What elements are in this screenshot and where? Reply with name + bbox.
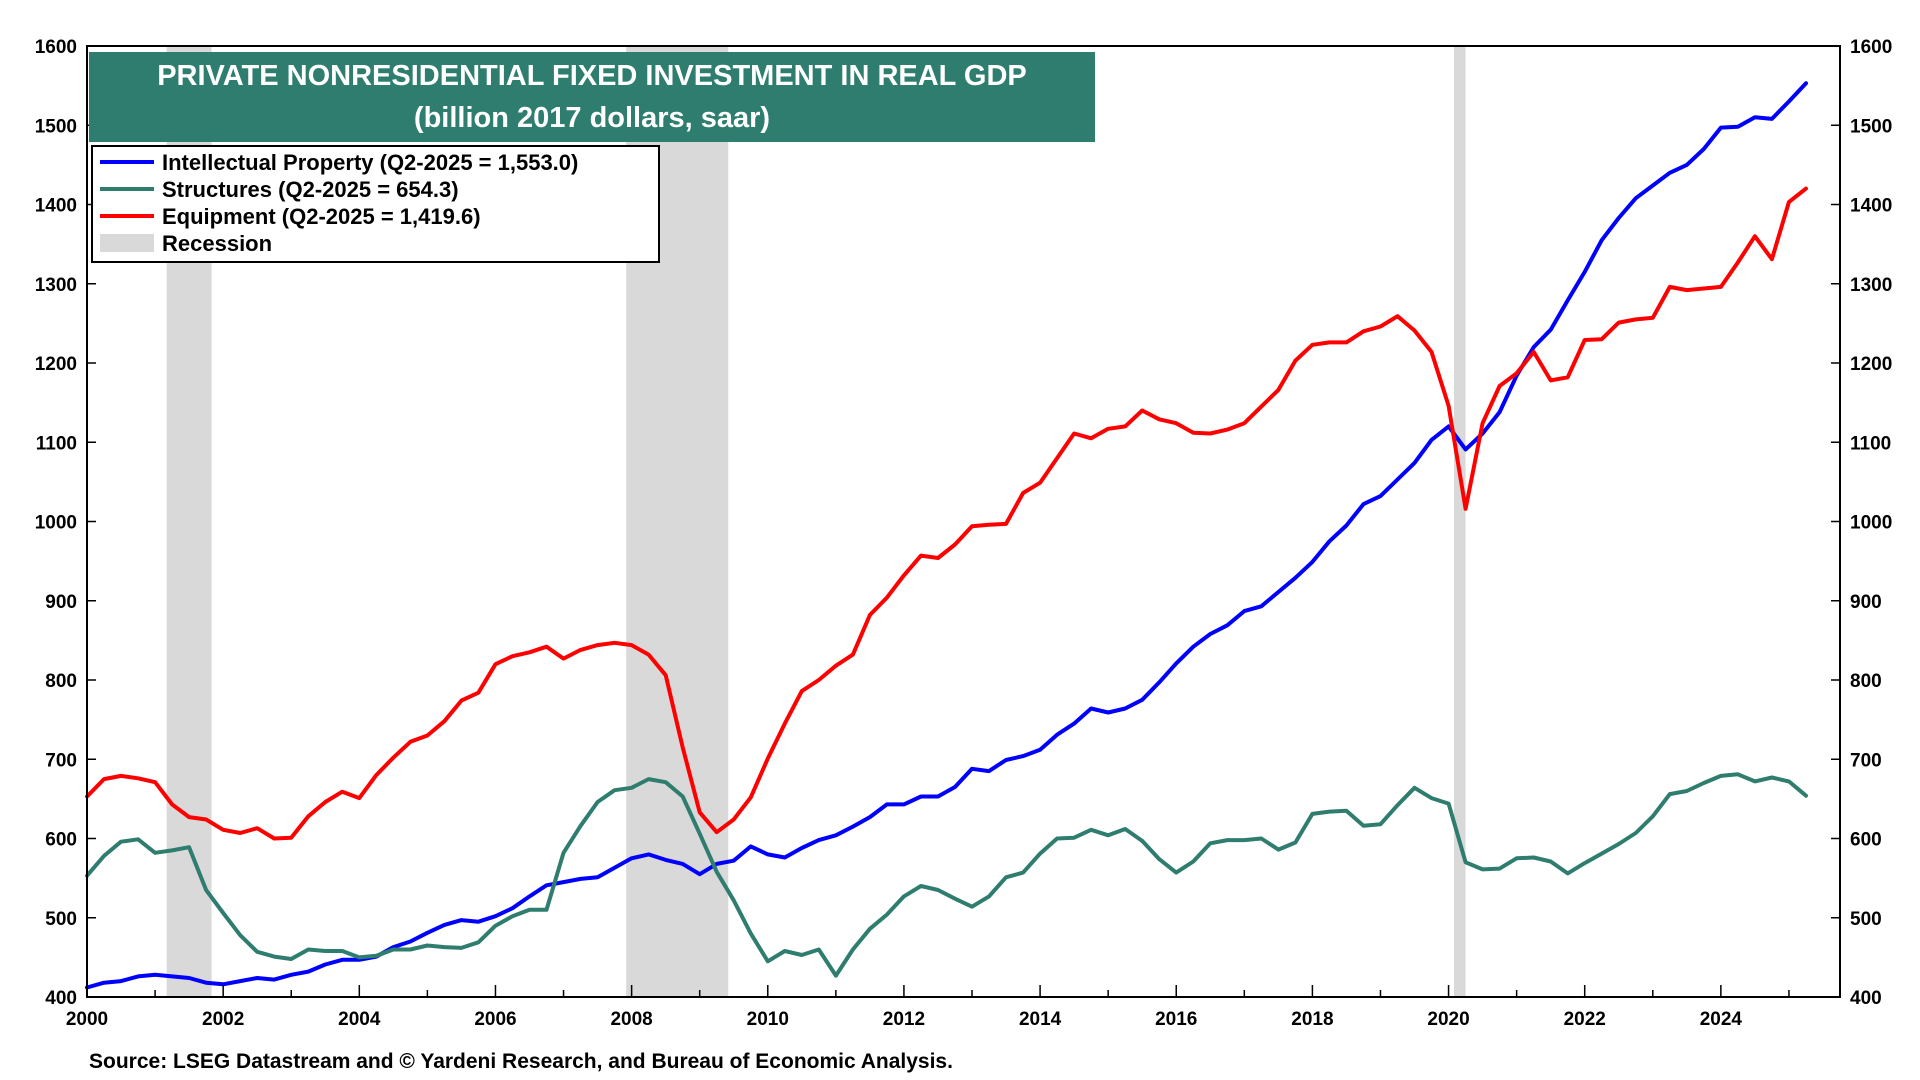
x-tick-label: 2008	[610, 1009, 652, 1030]
y-tick-label-right: 1600	[1850, 37, 1892, 58]
title-box: PRIVATE NONRESIDENTIAL FIXED INVESTMENT …	[89, 52, 1095, 142]
chart-subtitle: (billion 2017 dollars, saar)	[414, 102, 770, 134]
y-tick-label-right: 1200	[1850, 354, 1892, 375]
y-tick-label-left: 1100	[36, 433, 77, 454]
x-tick-label: 2022	[1564, 1009, 1606, 1030]
source-note: Source: LSEG Datastream and © Yardeni Re…	[89, 1050, 953, 1073]
legend-label-recession: Recession	[162, 231, 272, 256]
y-tick-label-left: 1300	[35, 275, 77, 296]
y-tick-label-right: 1500	[1850, 116, 1892, 137]
chart-title: PRIVATE NONRESIDENTIAL FIXED INVESTMENT …	[157, 60, 1027, 92]
x-tick-label: 2014	[1019, 1009, 1062, 1030]
recession-band-3	[1453, 46, 1466, 997]
x-tick-label: 2010	[747, 1009, 789, 1030]
y-tick-label-right: 1300	[1850, 275, 1892, 296]
y-tick-label-left: 1600	[35, 37, 77, 58]
legend-box	[91, 145, 660, 263]
axis-ticks: 400 400 500 500 600 600 700 700 800 800 900 900 1000…	[35, 37, 1893, 1030]
legend-label-structures: Structures (Q2-2025 = 654.3)	[162, 177, 459, 202]
x-tick-label: 2012	[883, 1009, 925, 1030]
y-tick-label-left: 1500	[35, 116, 77, 137]
title-background	[89, 52, 1095, 142]
y-tick-label-right: 600	[1850, 830, 1882, 851]
x-tick-label: 2006	[474, 1009, 516, 1030]
series-line-structures	[85, 772, 1808, 978]
legend: Intellectual Property (Q2-2025 = 1,553.0…	[91, 145, 660, 263]
legend-swatch-recession	[100, 234, 154, 252]
y-tick-label-right: 1400	[1850, 196, 1892, 217]
y-tick-label-left: 1400	[35, 196, 77, 217]
y-tick-label-left: 700	[45, 750, 77, 771]
y-tick-label-left: 500	[45, 909, 77, 930]
y-tick-label-left: 1000	[35, 513, 77, 534]
x-tick-label: 2002	[202, 1009, 244, 1030]
y-tick-label-right: 1000	[1850, 513, 1892, 534]
legend-label-intellectual-property: Intellectual Property (Q2-2025 = 1,553.0…	[162, 150, 578, 175]
y-tick-label-left: 400	[45, 988, 77, 1009]
x-tick-label: 2000	[66, 1009, 108, 1030]
x-tick-label: 2020	[1427, 1009, 1469, 1030]
y-tick-label-right: 500	[1850, 909, 1882, 930]
y-tick-label-left: 600	[45, 830, 77, 851]
y-tick-label-right: 400	[1850, 988, 1882, 1009]
series-line-equipment	[85, 186, 1808, 841]
y-tick-label-right: 800	[1850, 671, 1882, 692]
x-tick-label: 2004	[338, 1009, 381, 1030]
y-tick-label-left: 800	[45, 671, 77, 692]
series-lines	[85, 81, 1808, 990]
y-tick-label-left: 900	[45, 592, 77, 613]
x-tick-label: 2016	[1155, 1009, 1197, 1030]
y-tick-label-left: 1200	[35, 354, 77, 375]
y-tick-label-right: 1100	[1850, 433, 1891, 454]
y-tick-label-right: 900	[1850, 592, 1882, 613]
x-tick-label: 2024	[1700, 1009, 1743, 1030]
x-tick-label: 2018	[1291, 1009, 1333, 1030]
legend-label-equipment: Equipment (Q2-2025 = 1,419.6)	[162, 204, 481, 229]
y-tick-label-right: 700	[1850, 750, 1882, 771]
